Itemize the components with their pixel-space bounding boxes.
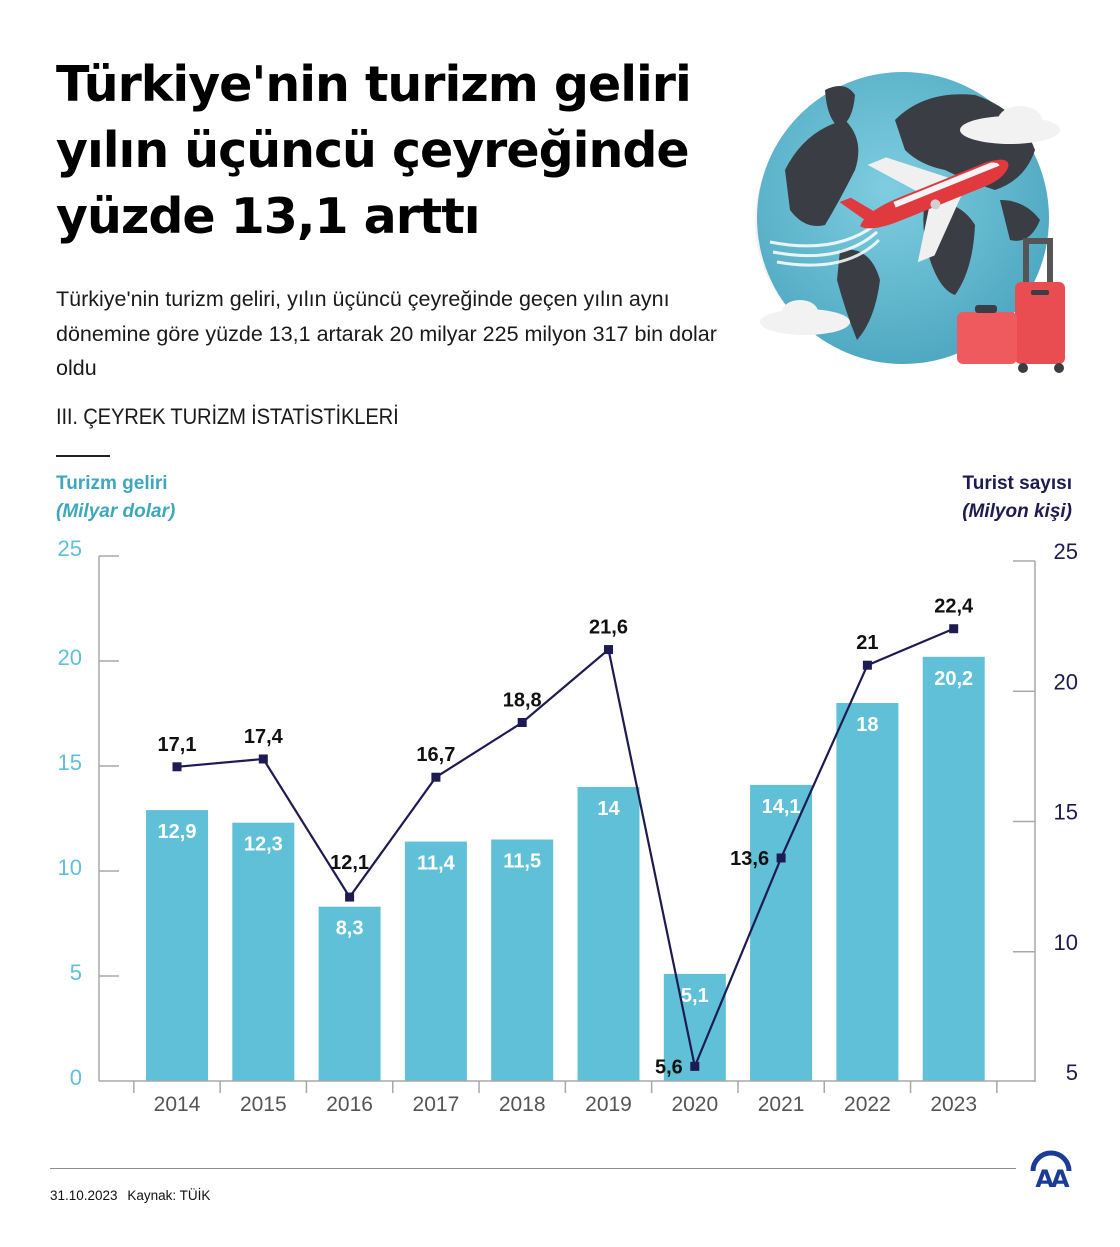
globe-airplane-luggage-icon [755,72,1065,373]
right-axis-tick-label: 20 [1054,669,1078,694]
section-title: III. ÇEYREK TURİZM İSTATİSTİKLERİ [56,404,399,429]
bar-2014 [146,810,208,1081]
bar-value-label: 12,3 [244,834,283,856]
footer-date: 31.10.2023 [50,1188,118,1203]
line-point-marker [345,892,355,902]
aa-logo-text: AA [1035,1165,1070,1189]
line-value-label: 12,1 [330,852,369,874]
left-axis-tick-label: 25 [58,536,82,561]
line-point-marker [431,772,441,782]
lead-paragraph: Türkiye'nin turizm geliri, yılın üçüncü … [56,287,717,380]
right-axis-title: Turist sayısı (Milyon kişi) [962,470,1072,526]
bar-2015 [232,822,295,1081]
bar-value-label: 12,9 [158,821,197,843]
line-point-marker [258,754,268,764]
bar-value-label: 14,1 [762,796,801,818]
footer-source: Kaynak: TÜİK [127,1188,211,1203]
x-axis: 2014 2015 2016 2017 2018 2019 2020 2021 2022 2023 [99,1080,1035,1116]
line-value-label: 16,7 [416,744,455,766]
line-value-label: 21,6 [589,617,628,639]
line-point-marker [690,1061,700,1071]
x-axis-label-2022: 2022 [844,1093,891,1116]
right-axis-tick-label: 5 [1066,1060,1078,1085]
x-axis-label-2016: 2016 [326,1093,373,1116]
headline-line-3: yüzde 13,1 arttı [56,188,481,245]
left-y-axis: 0 5 10 15 20 25 [58,536,119,1090]
headline: Türkiye'nin turizm geliri yılın üçüncü ç… [56,52,756,250]
left-axis-tick-label: 20 [58,645,82,670]
left-axis-name: Turizm geliri [56,473,168,494]
right-axis-unit: (Milyon kişi) [962,501,1072,522]
bar-2023 [922,656,985,1081]
footer-divider [50,1168,1016,1169]
left-axis-tick-label: 15 [58,750,82,775]
x-axis-label-2020: 2020 [671,1093,718,1116]
right-axis-tick-label: 10 [1054,930,1078,955]
headline-line-1: Türkiye'nin turizm geliri [56,56,692,113]
line-value-label: 22,4 [934,596,974,618]
bar-value-label: 14 [597,798,620,820]
left-axis-tick-label: 0 [70,1065,82,1090]
line-point-marker [949,624,959,634]
line-point-marker [862,660,872,670]
footer-credit: 31.10.2023 Kaynak: TÜİK [50,1188,216,1203]
bar-2016 [318,906,381,1081]
right-y-axis: 5 10 15 20 25 [1013,539,1078,1085]
tourist-count-line [176,627,955,1071]
left-axis-unit: (Milyar dolar) [56,501,176,522]
x-axis-label-2017: 2017 [413,1093,460,1116]
right-axis-name: Turist sayısı [962,473,1072,494]
line-series-turist-sayisi: 17,1 17,4 12,1 16,7 18,8 21,6 5,6 13,6 21 22,4 [158,596,975,1079]
bar-series-turizm-geliri: 12,9 12,3 8,3 11,4 11,5 14 5,1 14,1 18 20,2 [146,656,985,1081]
line-value-label: 13,6 [730,848,769,870]
headline-line-2: yılın üçüncü çeyreğinde [56,122,690,179]
x-axis-label-2021: 2021 [758,1093,805,1116]
line-value-label: 5,6 [655,1056,683,1078]
bar-value-label: 5,1 [681,985,709,1007]
line-value-label: 18,8 [503,690,542,712]
bar-2018 [491,839,554,1081]
combo-bar-line-chart: 0 5 10 15 20 25 5 10 15 20 25 12,9 12,3 8,3 11,4 11,5… [58,536,1078,1116]
bar-value-label: 11,4 [417,853,456,875]
bar-2017 [404,841,467,1081]
line-point-marker [604,645,613,655]
bar-2019 [577,787,640,1081]
bar-value-label: 20,2 [934,668,973,690]
left-axis-tick-label: 5 [70,960,82,985]
x-axis-label-2023: 2023 [930,1093,977,1116]
bar-value-label: 8,3 [336,918,364,940]
section-divider [56,455,110,457]
line-value-label: 21 [856,632,878,654]
x-axis-label-2014: 2014 [154,1093,201,1116]
aa-logo-icon: AA [1030,1150,1073,1189]
x-axis-label-2018: 2018 [499,1093,546,1116]
bar-value-label: 11,5 [503,851,541,873]
x-axis-label-2015: 2015 [240,1093,287,1116]
right-axis-tick-label: 25 [1054,539,1078,564]
line-value-label: 17,1 [158,734,197,756]
x-axis-label-2019: 2019 [585,1093,632,1116]
left-axis-tick-label: 10 [58,855,82,880]
bar-value-label: 18 [856,714,878,736]
line-value-label: 17,4 [244,726,284,748]
left-axis-title: Turizm geliri (Milyar dolar) [56,470,175,526]
line-point-marker [172,762,182,772]
line-point-marker [517,718,527,728]
line-point-marker [776,853,786,863]
bar-2022 [836,703,899,1081]
bar-2021 [750,784,813,1081]
right-axis-tick-label: 15 [1054,800,1078,825]
